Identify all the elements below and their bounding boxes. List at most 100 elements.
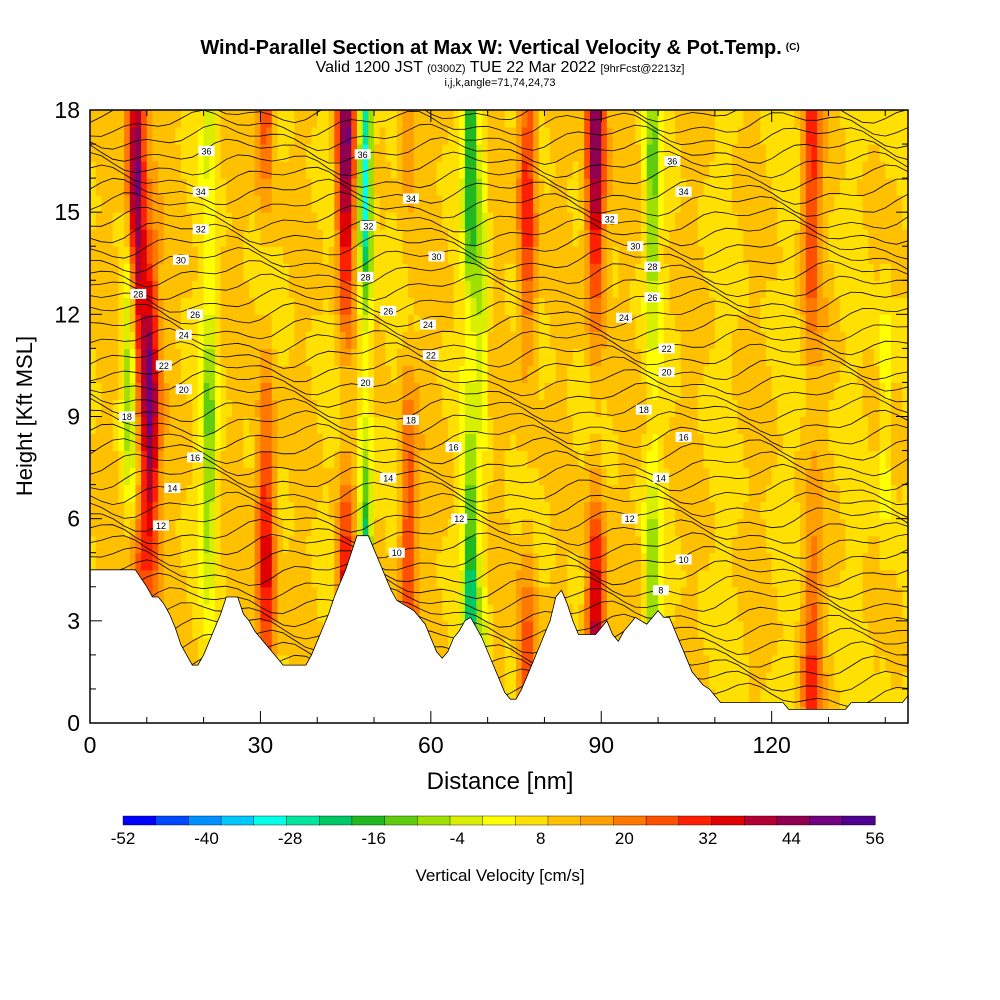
field-cell [203, 229, 210, 247]
field-cell [675, 416, 682, 435]
field-cell [413, 450, 421, 469]
field-cell [584, 178, 591, 196]
field-cell [271, 535, 279, 554]
field-cell [794, 603, 801, 622]
field-cell [856, 416, 864, 435]
field-cell [300, 552, 307, 571]
field-cell [271, 331, 279, 349]
field-cell [436, 416, 443, 435]
field-cell [851, 603, 858, 622]
field-cell [862, 586, 869, 605]
field-cell [175, 467, 182, 486]
field-cell [493, 450, 500, 469]
field-cell [527, 433, 534, 452]
field-cell [731, 518, 739, 537]
field-cell [783, 365, 790, 383]
field-cell [641, 212, 648, 230]
field-cell [658, 178, 665, 196]
field-cell [658, 229, 665, 247]
field-cell [464, 433, 472, 452]
field-cell [339, 195, 347, 213]
field-cell [266, 416, 273, 435]
field-cell [311, 552, 318, 571]
field-cell [731, 603, 739, 622]
field-cell [714, 671, 722, 690]
field-cell [811, 161, 818, 179]
field-cell [408, 399, 415, 418]
field-cell [771, 382, 778, 400]
field-cell [760, 297, 767, 315]
field-cell [817, 382, 824, 400]
field-cell [817, 161, 824, 179]
field-cell [743, 603, 750, 622]
field-cell [555, 484, 563, 503]
field-cell [510, 671, 517, 690]
field-cell [737, 399, 744, 418]
field-cell [396, 433, 404, 452]
field-cell [294, 450, 301, 469]
field-cell [180, 195, 188, 213]
field-cell [737, 229, 744, 247]
field-cell [851, 314, 858, 332]
field-cell [828, 433, 835, 452]
field-cell [464, 501, 472, 520]
field-cell [521, 195, 528, 213]
field-cell [868, 688, 875, 707]
field-cell [459, 382, 466, 400]
field-cell [215, 501, 222, 520]
field-cell [436, 484, 443, 503]
field-cell [175, 127, 182, 145]
field-cell [811, 569, 818, 588]
field-cell [601, 110, 608, 128]
field-cell [737, 263, 744, 281]
field-cell [601, 586, 608, 605]
field-cell [232, 365, 239, 383]
field-cell [624, 161, 631, 179]
field-cell [646, 246, 653, 264]
field-cell [215, 399, 222, 418]
field-cell [385, 518, 392, 537]
field-cell [476, 450, 483, 469]
field-cell [447, 399, 455, 418]
field-cell [209, 569, 216, 588]
field-cell [521, 586, 528, 605]
field-cell [663, 229, 670, 247]
field-cell [459, 467, 466, 486]
field-cell [464, 569, 472, 588]
field-cell [624, 127, 631, 145]
field-cell [856, 144, 864, 162]
field-cell [686, 229, 693, 247]
field-cell [300, 212, 307, 230]
field-cell [220, 229, 227, 247]
field-cell [606, 161, 614, 179]
field-cell [834, 688, 841, 707]
field-cell [783, 382, 790, 400]
field-cell [266, 365, 273, 383]
field-cell [538, 212, 546, 230]
field-cell [624, 569, 631, 588]
field-cell [180, 535, 188, 554]
field-cell [794, 161, 801, 179]
field-cell [470, 450, 477, 469]
field-cell [482, 110, 489, 128]
field-cell [453, 552, 460, 571]
field-cell [180, 314, 188, 332]
field-cell [663, 212, 670, 230]
field-cell [129, 229, 137, 247]
field-cell [720, 688, 727, 707]
field-cell [516, 399, 523, 418]
field-cell [334, 144, 341, 162]
field-cell [873, 518, 881, 537]
field-cell [709, 365, 716, 383]
field-cell [521, 620, 528, 639]
field-cell [430, 518, 438, 537]
field-cell [175, 569, 182, 588]
field-cell [533, 637, 540, 656]
field-cell [504, 161, 511, 179]
field-cell [720, 467, 727, 486]
field-cell [862, 569, 869, 588]
field-cell [805, 603, 813, 622]
field-cell [709, 110, 716, 128]
field-cell [345, 178, 352, 196]
field-cell [283, 110, 290, 128]
